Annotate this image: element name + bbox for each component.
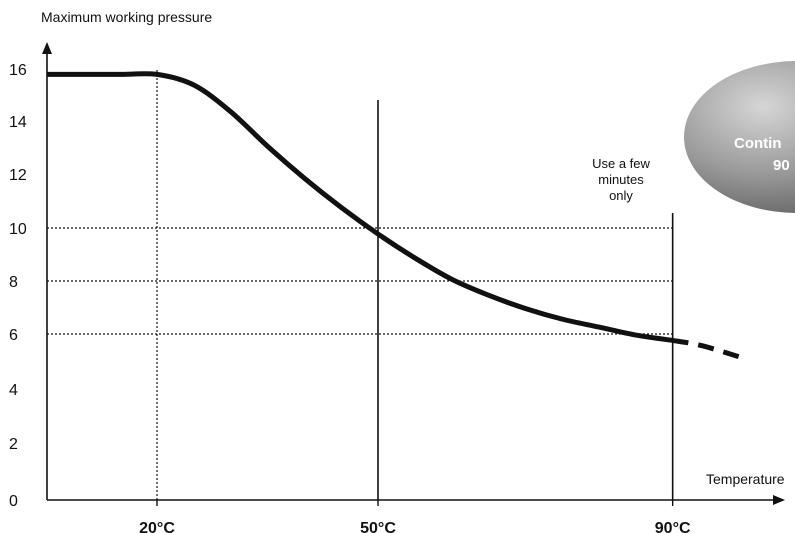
bubble-shape: [684, 61, 795, 213]
x-axis-arrow: [773, 495, 785, 505]
extrapolated-pressure-line: [672, 337, 748, 362]
pressure-curve-line: [47, 71, 674, 343]
y-axis-label: Maximum working pressure: [41, 9, 212, 25]
x-tick-label-90: 90°C: [655, 520, 691, 533]
y-tick-label-10: 10: [9, 221, 27, 238]
y-tick-label-4: 4: [9, 382, 18, 399]
bubble-text-line-2: 90: [773, 157, 790, 174]
y-tick-label-0: 0: [9, 493, 18, 510]
note-line-2: minutes: [598, 172, 644, 187]
x-axis-label: Temperature: [706, 471, 785, 487]
y-tick-label-6: 6: [9, 327, 18, 344]
note-line-3: only: [609, 188, 633, 203]
y-tick-label-2: 2: [9, 436, 18, 453]
x-tick-label-20: 20°C: [139, 520, 175, 533]
y-tick-label-16: 16: [9, 62, 27, 79]
y-tick-label-8: 8: [9, 274, 18, 291]
bubble-text-line-1: Contin: [734, 135, 781, 152]
x-tick-label-50: 50°C: [360, 520, 396, 533]
reference-lines: [47, 70, 674, 500]
series: [47, 71, 748, 362]
y-axis-arrow: [42, 42, 52, 54]
axes: [42, 42, 785, 506]
y-tick-label-14: 14: [9, 114, 27, 131]
y-tick-label-12: 12: [9, 167, 27, 184]
continuous-use-bubble: Contin 90: [684, 61, 795, 213]
labels: Maximum working pressure Temperature Use…: [9, 9, 785, 533]
note-line-1: Use a few: [592, 156, 650, 171]
